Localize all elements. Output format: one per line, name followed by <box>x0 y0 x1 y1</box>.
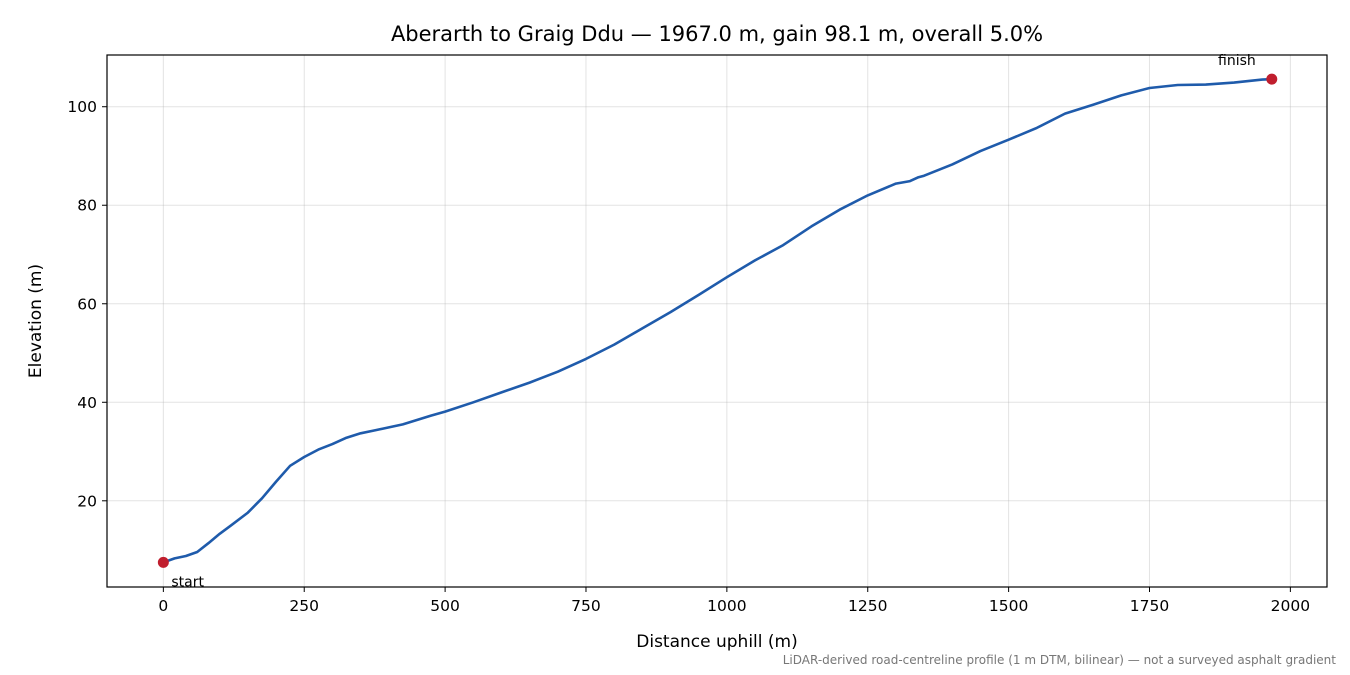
chart-title: Aberarth to Graig Ddu — 1967.0 m, gain 9… <box>391 22 1043 46</box>
grid-lines <box>107 55 1327 587</box>
x-tick-label: 500 <box>430 597 460 615</box>
footnote: LiDAR-derived road-centreline profile (1… <box>783 653 1337 667</box>
plot-area-frame <box>106 54 1328 588</box>
y-tick-label: 80 <box>77 197 97 215</box>
finish-label: finish <box>1218 53 1256 69</box>
x-axis-label: Distance uphill (m) <box>636 632 797 652</box>
line-layer <box>162 77 1274 564</box>
finish-marker <box>1266 73 1278 85</box>
x-axis-ticks: 0 250 500 750 1000 1250 1500 1750 2000 <box>158 587 1310 615</box>
start-label: start <box>171 574 204 590</box>
elevation-profile-line <box>162 77 1274 564</box>
y-tick-label: 100 <box>67 98 97 116</box>
start-marker <box>157 556 169 568</box>
y-axis-label: Elevation (m) <box>26 264 46 378</box>
y-tick-label: 60 <box>77 295 97 313</box>
x-tick-label: 1750 <box>1130 597 1169 615</box>
y-tick-label: 20 <box>77 492 97 510</box>
x-tick-label: 250 <box>289 597 319 615</box>
x-tick-label: 2000 <box>1271 597 1310 615</box>
x-tick-label: 1500 <box>989 597 1028 615</box>
x-tick-label: 750 <box>571 597 601 615</box>
x-tick-label: 0 <box>158 597 168 615</box>
x-tick-label: 1250 <box>848 597 887 615</box>
y-axis-ticks: 20 40 60 80 100 <box>67 98 107 510</box>
y-tick-label: 40 <box>77 394 97 412</box>
annotations: start finish <box>157 53 1278 590</box>
x-tick-label: 1000 <box>707 597 746 615</box>
